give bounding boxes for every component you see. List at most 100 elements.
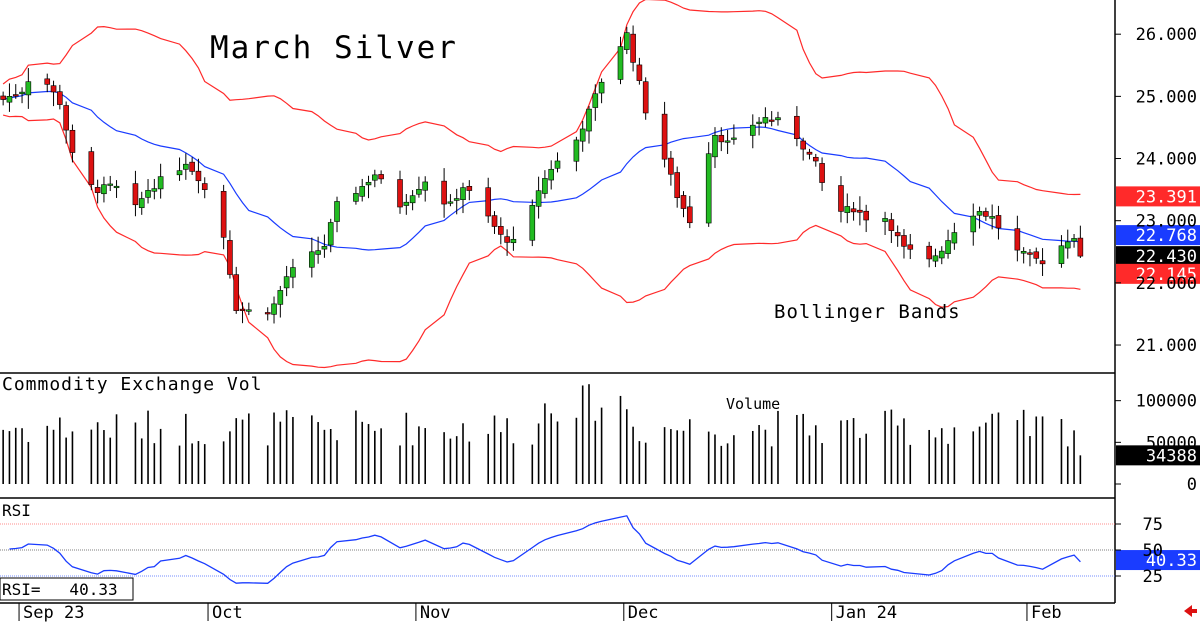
lower-bollinger-band [2, 114, 1081, 369]
price-tick-label: 26.000 [1136, 25, 1197, 45]
price-tick-label: 25.000 [1136, 87, 1197, 107]
candle-body [1071, 238, 1077, 242]
candle-body [907, 244, 914, 250]
candle-body [775, 117, 781, 121]
candle-body [491, 215, 498, 227]
candle-body [976, 211, 983, 216]
candle-body [25, 81, 32, 96]
price-value-box-label: 22.768 [1136, 226, 1197, 246]
candle-body [409, 195, 416, 204]
x-tick-label: Sep 23 [23, 603, 84, 623]
middle-bollinger-band [2, 90, 1081, 251]
candle-body [44, 78, 51, 85]
price-value-box: 22.145 [1116, 263, 1200, 285]
candle-body [901, 235, 907, 247]
left-arrow-icon[interactable] [1184, 605, 1197, 617]
price-tick-label: 22.000 [1136, 274, 1197, 294]
x-tick-label: Oct [212, 603, 243, 623]
candle-body [573, 139, 580, 162]
candle-body [1058, 245, 1065, 264]
volume-panel: 34388 [2, 384, 1200, 484]
candle-body [327, 222, 334, 246]
price-value-box-bg [1116, 186, 1200, 207]
candle-body [0, 95, 6, 100]
candle-body [668, 157, 674, 175]
candle-body [397, 179, 403, 208]
candle-body [636, 64, 643, 81]
rsi-tick-label: 75 [1143, 515, 1163, 535]
candle-body [529, 205, 536, 241]
candle-body [674, 172, 680, 198]
candle-body [938, 250, 945, 259]
price-value-box: 23.391 [1116, 186, 1200, 207]
candle-body [157, 176, 164, 190]
candle-body [195, 170, 202, 182]
candle-body [485, 187, 492, 217]
candle-body [220, 191, 227, 238]
candle-body [554, 160, 561, 169]
candle-body [151, 188, 158, 192]
candle-body [812, 156, 819, 162]
price-value-box-label: 22.145 [1136, 265, 1197, 285]
volume-tick-label: 50000 [1146, 433, 1197, 453]
candle-body [882, 218, 888, 222]
candle-body [453, 198, 460, 201]
candle-body [138, 198, 145, 209]
candle-body [989, 216, 995, 219]
x-tick-label: Nov [420, 603, 451, 623]
candle-body [844, 206, 851, 213]
candle-body [945, 240, 951, 254]
candle-body [819, 163, 825, 183]
price-tick-label: 24.000 [1136, 150, 1197, 170]
candle-body [271, 303, 277, 315]
candle-body [466, 186, 473, 191]
candle-body [932, 255, 939, 262]
rsi-readout: RSI= 40.33 [2, 580, 118, 599]
candle-body [806, 151, 813, 155]
candle-body [863, 210, 869, 221]
candle-body [233, 274, 240, 311]
candle-body [749, 124, 756, 136]
candle-body [535, 190, 542, 207]
candle-body [315, 250, 321, 255]
price-value-box: 22.768 [1116, 225, 1200, 246]
rsi-readout-box [0, 577, 134, 601]
candle-body [321, 246, 328, 250]
candle-body [63, 105, 69, 131]
price-value-box-bg [1116, 263, 1200, 284]
candle-body [88, 151, 95, 185]
price-value-box: 22.430 [1116, 246, 1200, 267]
price-value-box-label: 23.391 [1136, 187, 1197, 207]
volume-panel-title: Commodity Exchange Vol [2, 374, 262, 395]
candle-body [309, 251, 315, 268]
candle-body [201, 183, 208, 190]
candle-body [227, 240, 233, 275]
volume-value-box [1116, 445, 1200, 466]
candle-body [353, 193, 359, 202]
candle-body [724, 140, 731, 143]
candle-body [642, 81, 649, 114]
candle-body [686, 206, 693, 224]
candle-body [888, 219, 895, 231]
candle-body [617, 46, 624, 80]
candle-body [50, 85, 57, 93]
rsi-line [9, 515, 1081, 584]
candle-body [1027, 252, 1033, 255]
candle-body [113, 185, 120, 189]
bollinger-bands-annotation: Bollinger Bands [774, 301, 961, 323]
price-value-box-label: 22.430 [1136, 247, 1197, 267]
x-tick-label: Feb [1031, 603, 1062, 623]
candle-body [926, 245, 932, 260]
candle-body [542, 178, 548, 194]
rsi-value-box [1116, 550, 1200, 571]
candle-body [680, 195, 687, 209]
candle-body [712, 134, 718, 158]
candle-body [661, 113, 668, 160]
volume-tick-label: 0 [1187, 475, 1197, 495]
candle-body [623, 32, 630, 50]
candle-body [1039, 260, 1046, 265]
candle-body [894, 232, 901, 237]
candle-body [183, 163, 189, 170]
